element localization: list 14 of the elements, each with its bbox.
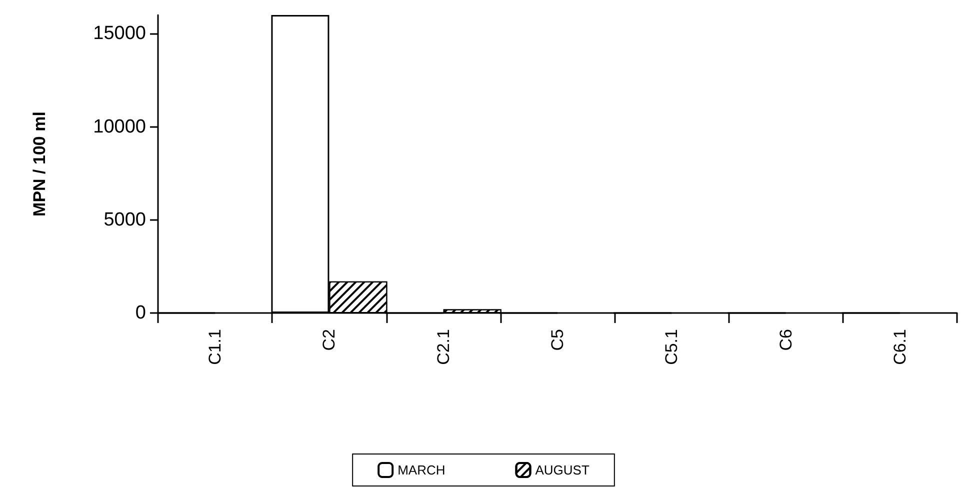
x-tick-label: C6.1 [890,329,910,365]
x-tick-label: C1.1 [206,329,225,365]
x-tick-label: C2.1 [434,329,453,365]
y-tick-label: 5000 [104,209,146,230]
x-tick-label: C5 [548,329,567,351]
x-tick-label: C6 [776,329,796,351]
y-tick-label: 15000 [93,23,146,44]
y-axis-title: MPN / 100 ml [30,112,49,216]
y-tick-label: 0 [135,302,146,324]
legend-label: AUGUST [535,462,590,478]
legend-label: MARCH [398,462,446,478]
y-tick-label: 10000 [93,116,146,138]
x-tick-label: C2 [320,329,339,351]
x-tick-label: C5.1 [662,329,682,365]
